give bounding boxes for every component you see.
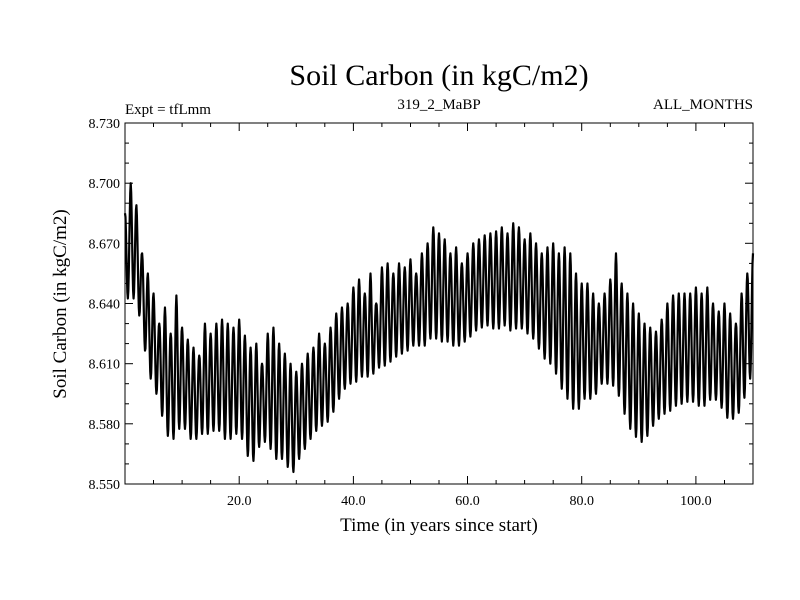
x-tick-label: 40.0 [341,494,366,509]
subtitle-left: Expt = tfLmm [125,102,211,118]
subtitle-right: ALL_MONTHS [653,97,753,113]
x-axis: 20.0 40.0 60.0 80.0 100.0 [153,123,725,509]
chart-title: Soil Carbon (in kgC/m2) [289,59,588,92]
y-tick-label: 8.700 [89,177,121,192]
y-tick-label: 8.670 [89,237,121,252]
x-tick-label: 80.0 [569,494,594,509]
y-axis-label: Soil Carbon (in kgC/m2) [50,209,71,398]
x-tick-label: 100.0 [680,494,712,509]
data-layer [123,182,755,474]
y-tick-label: 8.550 [89,478,121,493]
y-tick-label: 8.610 [89,358,121,373]
y-tick-label: 8.730 [89,117,121,132]
x-tick-label: 60.0 [455,494,480,509]
y-axis: 8.550 8.580 8.610 8.640 8.670 8.700 8.730 [89,117,753,493]
subtitle-center: 319_2_MaBP [397,97,480,113]
x-axis-label: Time (in years since start) [340,515,538,536]
x-tick-label: 20.0 [227,494,252,509]
y-tick-label: 8.580 [89,418,121,433]
series-line [123,182,755,474]
y-tick-label: 8.640 [89,298,121,313]
